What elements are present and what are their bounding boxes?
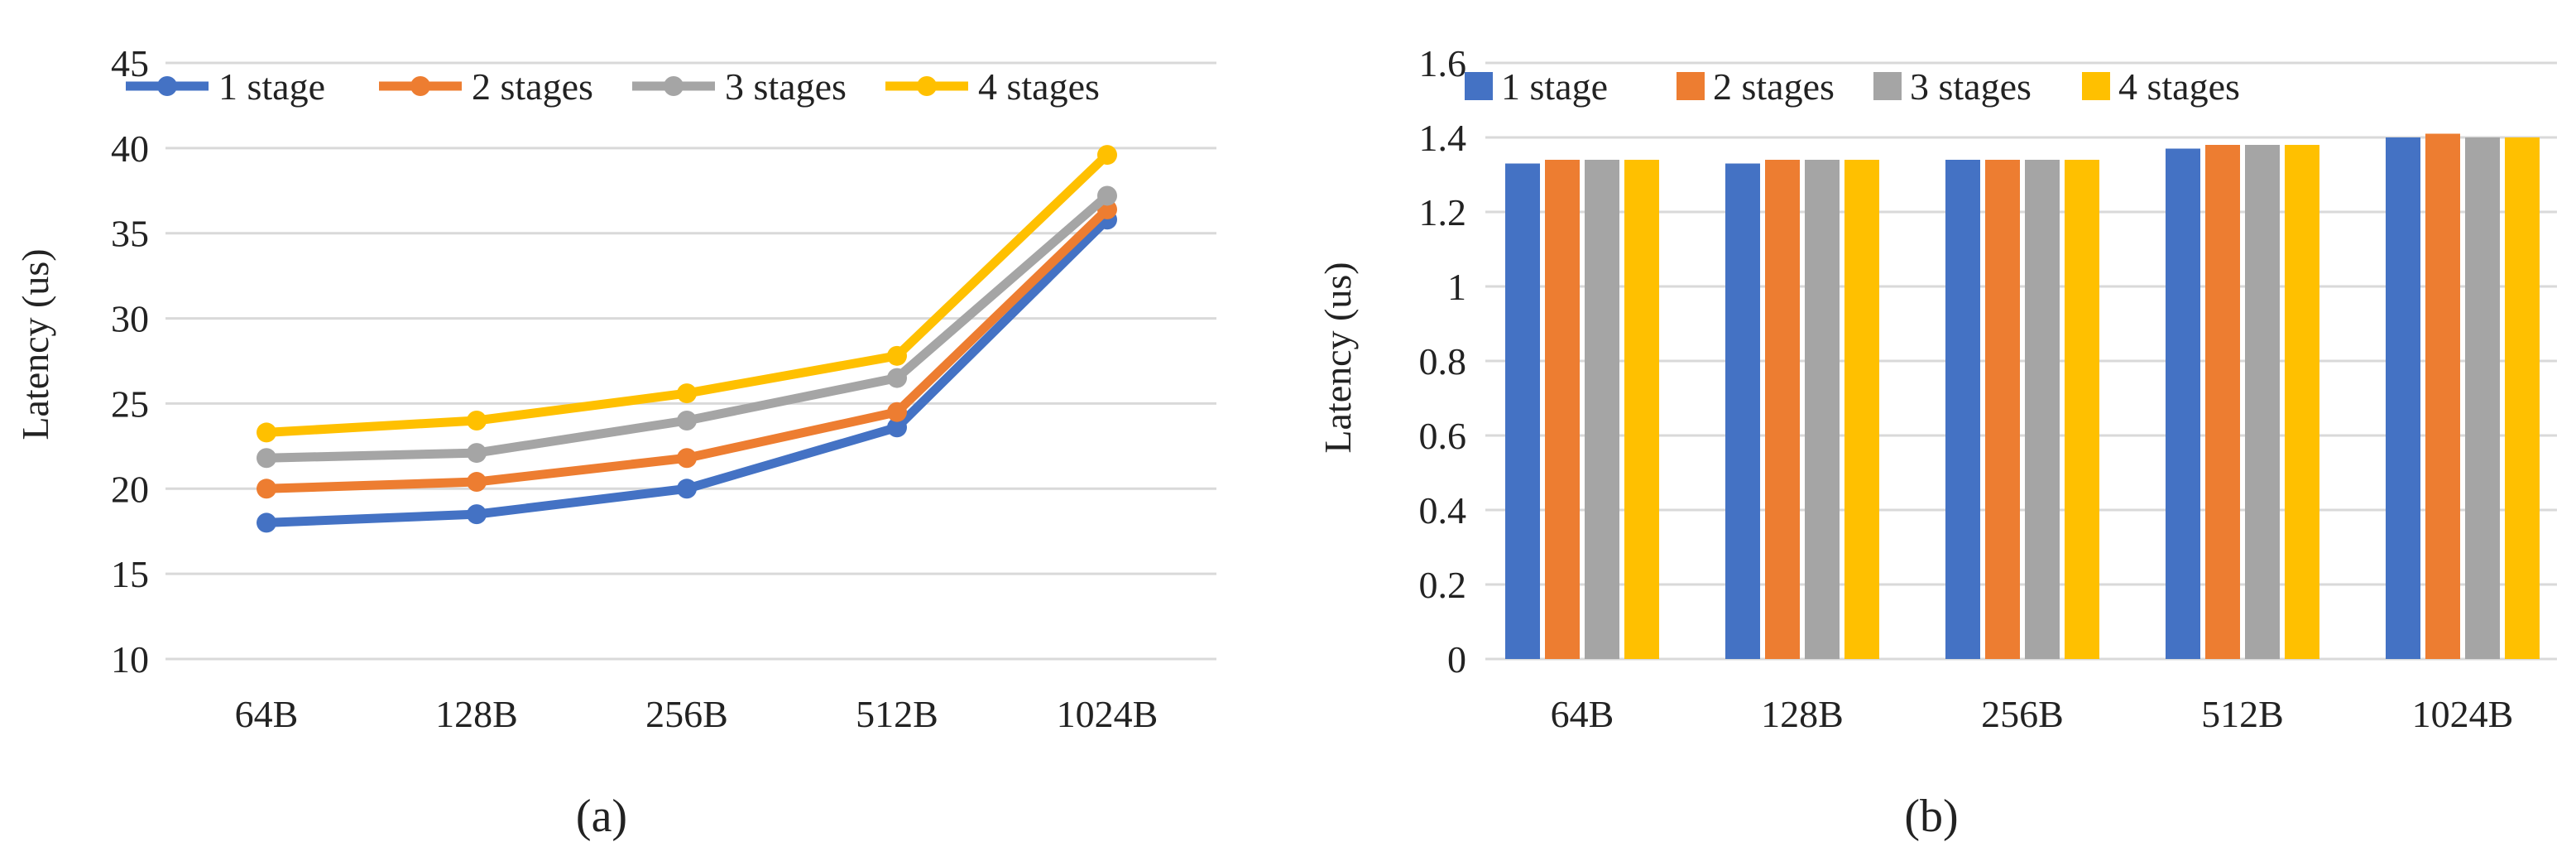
data-point-2-stages-64b (257, 479, 276, 499)
data-point-1-stage-256b (677, 479, 697, 499)
x-tick-label-512b: 512B (856, 693, 938, 735)
data-point-2-stages-128b (467, 472, 487, 493)
legend-label-3-stages: 3 stages (725, 65, 847, 108)
legend-label-2-stages: 2 stages (472, 65, 593, 108)
bar-3-stages-1024b (2465, 137, 2500, 659)
legend-swatch-3-stages (1873, 72, 1902, 100)
bar-4-stages-128b (1844, 160, 1879, 659)
data-point-2-stages-256b (677, 448, 697, 469)
bar-1-stage-1024b (2386, 137, 2420, 659)
legend-marker-4-stages (917, 76, 937, 96)
data-point-2-stages-512b (887, 402, 907, 422)
y-tick-label: 1.2 (1419, 191, 1467, 233)
caption-b: (b) (1904, 791, 1958, 842)
bar-2-stages-64b (1545, 160, 1580, 659)
x-tick-label-128b: 128B (1761, 693, 1844, 735)
x-tick-label-128b: 128B (435, 693, 518, 735)
bar-2-stages-512b (2205, 145, 2240, 659)
data-point-3-stages-256b (677, 411, 697, 430)
data-point-3-stages-64b (257, 448, 276, 469)
bar-1-stage-128b (1725, 163, 1760, 659)
data-point-4-stages-512b (887, 345, 907, 366)
y-tick-label: 0.2 (1419, 564, 1467, 606)
bar-3-stages-64b (1585, 160, 1619, 659)
bar-2-stages-1024b (2425, 133, 2460, 659)
x-tick-label-256b: 256B (645, 693, 728, 735)
caption-a: (a) (576, 791, 627, 842)
bar-3-stages-512b (2245, 145, 2280, 659)
legend-swatch-1-stage (1465, 72, 1493, 100)
y-tick-label: 45 (111, 42, 149, 84)
x-tick-label-512b: 512B (2201, 693, 2284, 735)
y-tick-label: 25 (111, 382, 149, 425)
data-point-3-stages-1024b (1097, 185, 1117, 206)
bar-2-stages-256b (1985, 160, 2020, 659)
legend-label-4-stages: 4 stages (2118, 65, 2240, 108)
bar-4-stages-64b (1624, 160, 1659, 659)
legend-label-1-stage: 1 stage (1501, 65, 1608, 108)
y-axis-title: Latency (us) (14, 248, 56, 440)
bar-3-stages-128b (1805, 160, 1840, 659)
x-tick-label-64b: 64B (1551, 693, 1614, 735)
y-tick-label: 1 (1447, 266, 1466, 308)
y-tick-label: 1.4 (1419, 117, 1467, 159)
bar-1-stage-256b (1945, 160, 1980, 659)
bar-2-stages-128b (1765, 160, 1800, 659)
y-tick-label: 1.6 (1419, 42, 1467, 84)
legend-label-4-stages: 4 stages (978, 65, 1100, 108)
series-line-1-stage (266, 216, 1111, 527)
y-tick-label: 0.6 (1419, 415, 1467, 457)
data-point-3-stages-512b (887, 368, 907, 388)
y-tick-label: 30 (111, 298, 149, 340)
data-point-1-stage-128b (467, 504, 487, 525)
data-point-3-stages-128b (467, 443, 487, 464)
y-tick-label: 10 (111, 638, 149, 681)
y-tick-label: 0.8 (1419, 340, 1467, 382)
legend-label-2-stages: 2 stages (1713, 65, 1835, 108)
x-tick-label-1024b: 1024B (2412, 693, 2514, 735)
legend-marker-1-stage (157, 76, 177, 96)
bar-1-stage-512b (2166, 148, 2200, 659)
bar-3-stages-256b (2025, 160, 2060, 659)
legend-label-1-stage: 1 stage (218, 65, 325, 108)
data-point-4-stages-64b (257, 422, 276, 443)
data-point-4-stages-1024b (1097, 145, 1117, 166)
x-tick-label-64b: 64B (235, 693, 299, 735)
data-point-1-stage-64b (257, 512, 276, 533)
x-tick-label-256b: 256B (1981, 693, 2064, 735)
legend-marker-3-stages (664, 76, 684, 96)
latency-line-chart: 10 15 20 25 30 35 40 45 64B 128B 256B 512B 1024B Late… (14, 42, 1216, 842)
y-axis-title: Latency (us) (1317, 262, 1359, 453)
bar-4-stages-256b (2065, 160, 2099, 659)
bar-4-stages-512b (2285, 145, 2319, 659)
x-tick-label-1024b: 1024B (1057, 693, 1158, 735)
data-point-4-stages-256b (677, 383, 697, 404)
legend-marker-2-stages (410, 76, 430, 96)
data-point-1-stage-512b (887, 417, 907, 438)
latency-bar-chart: 0 0.2 0.4 0.6 0.8 1 1.2 1.4 1.6 64B 128B 256B 512B 10… (1317, 42, 2557, 842)
legend-swatch-4-stages (2082, 72, 2110, 100)
bar-1-stage-64b (1505, 163, 1540, 659)
y-tick-label: 0 (1447, 638, 1466, 681)
legend-swatch-2-stages (1677, 72, 1705, 100)
bar-4-stages-1024b (2505, 137, 2540, 659)
data-point-4-stages-128b (467, 411, 487, 430)
y-tick-label: 15 (111, 553, 149, 595)
y-tick-label: 0.4 (1419, 489, 1467, 532)
y-tick-label: 20 (111, 468, 149, 510)
y-tick-label: 40 (111, 127, 149, 170)
y-tick-label: 35 (111, 213, 149, 255)
legend-label-3-stages: 3 stages (1910, 65, 2032, 108)
